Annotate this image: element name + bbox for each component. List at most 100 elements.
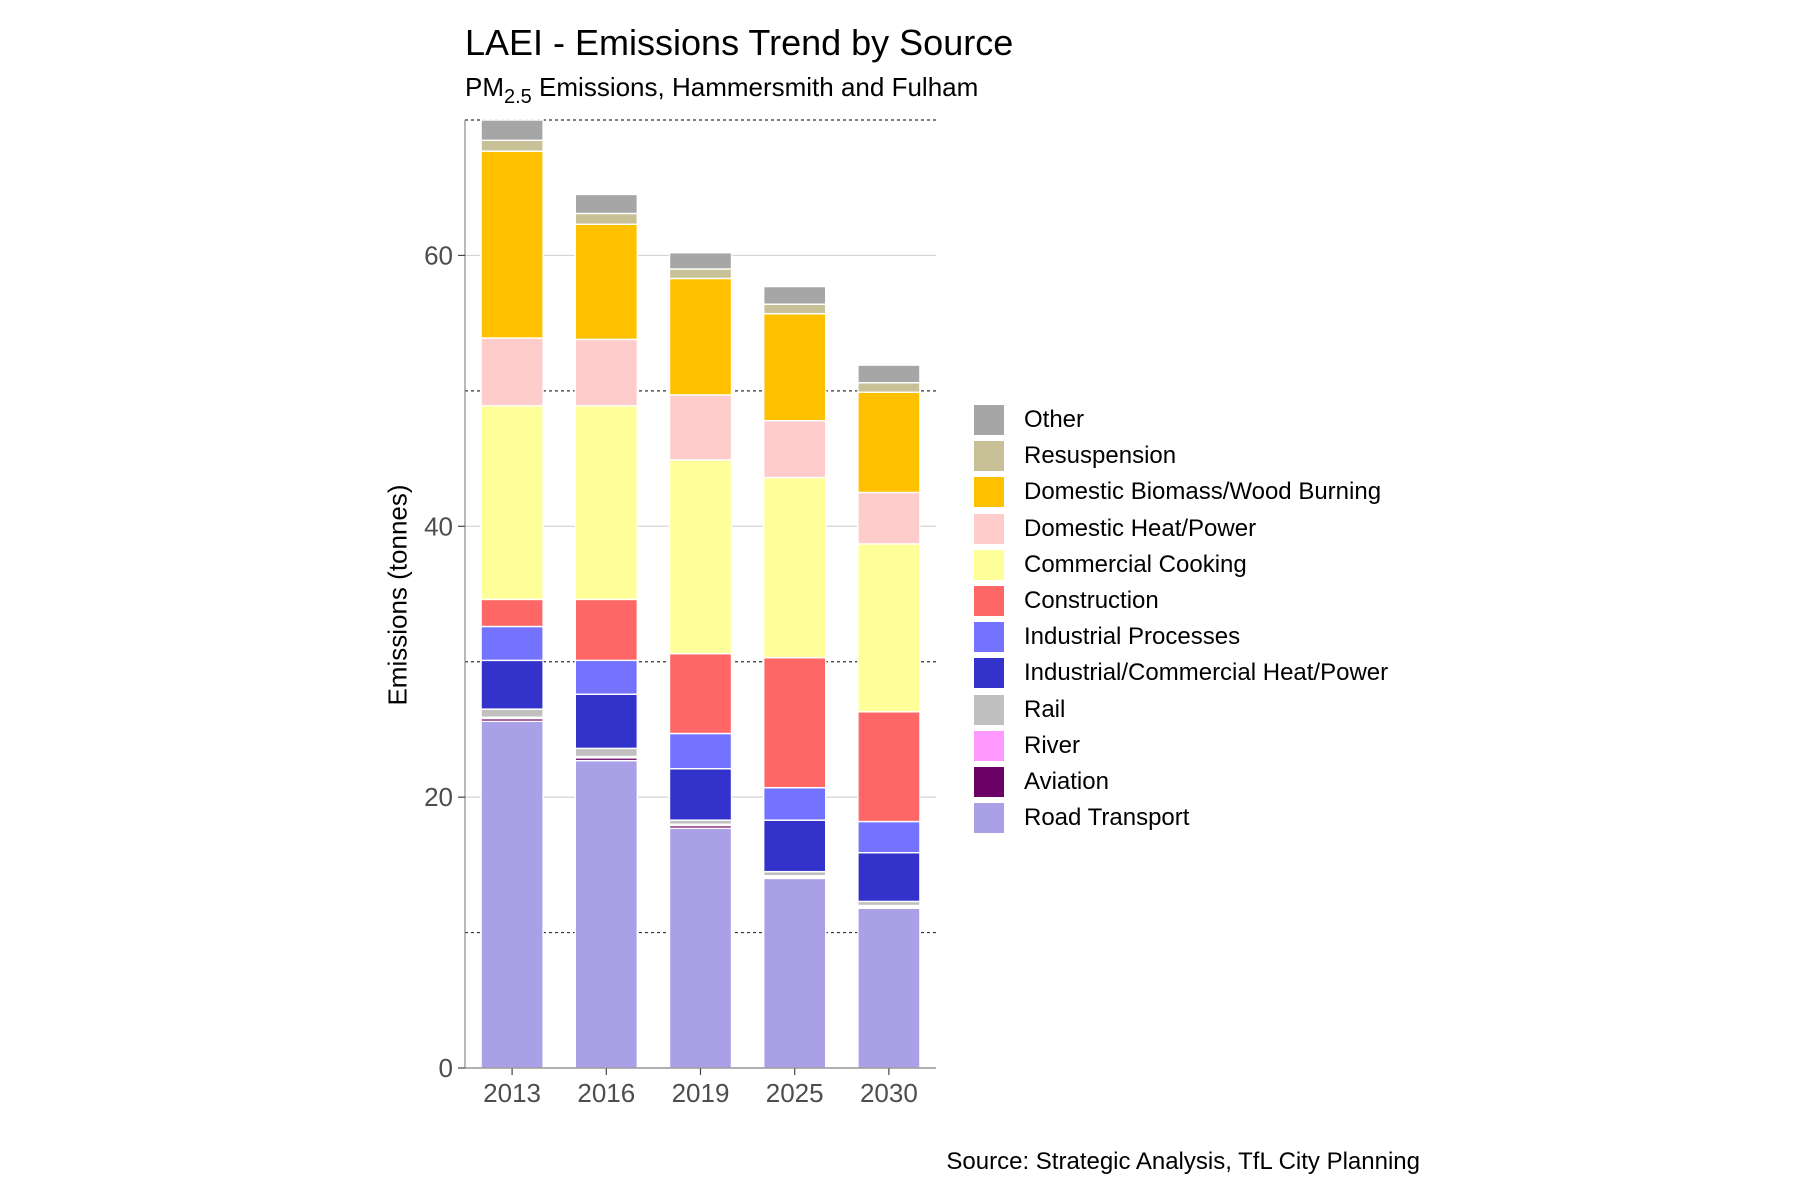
bar-segment-other-2019 bbox=[668, 252, 733, 270]
legend-label: Aviation bbox=[1024, 767, 1109, 795]
bar-segment-road-transport-2016 bbox=[574, 759, 638, 1069]
chart-subtitle: PM2.5 Emissions, Hammersmith and Fulham bbox=[465, 72, 978, 109]
bar-segment-domestic-biomass-wood-burning-2030 bbox=[857, 391, 921, 494]
bar-segment-industrial-processes-2016 bbox=[574, 659, 638, 695]
bar-segment-resuspension-2025 bbox=[763, 303, 827, 315]
bar-segment-commercial-cooking-2013 bbox=[480, 405, 544, 601]
legend-label: Domestic Biomass/Wood Burning bbox=[1024, 478, 1382, 506]
bar-segment-commercial-cooking-2019 bbox=[668, 459, 733, 655]
legend-label: Construction bbox=[1024, 587, 1159, 615]
bar-segment-road-transport-2019 bbox=[668, 827, 733, 1069]
bar-segment-commercial-cooking-2030 bbox=[857, 543, 921, 713]
legend-item-rail: Rail bbox=[974, 692, 1388, 728]
bar-segment-road-transport-2030 bbox=[857, 907, 921, 1069]
legend-label: Industrial Processes bbox=[1024, 623, 1241, 651]
legend-item-road-transport: Road Transport bbox=[974, 800, 1388, 836]
legend: Other Resuspension Domestic Biomass/Wood B… bbox=[974, 402, 1388, 836]
y-tick-label-60: 60 bbox=[424, 240, 453, 270]
legend-item-domestic-biomass-wood-burning: Domestic Biomass/Wood Burning bbox=[974, 474, 1388, 510]
bar-segment-rail-2016 bbox=[574, 747, 638, 758]
legend-label: Other bbox=[1024, 406, 1085, 434]
bar-segment-domestic-heat-power-2019 bbox=[668, 394, 733, 461]
legend-item-river: River bbox=[974, 728, 1388, 764]
bar-segment-domestic-heat-power-2030 bbox=[857, 491, 921, 545]
legend-label: River bbox=[1024, 731, 1081, 759]
bar-segment-construction-2025 bbox=[763, 656, 827, 789]
bar-segment-domestic-biomass-wood-burning-2025 bbox=[763, 312, 827, 422]
bar-segment-resuspension-2016 bbox=[574, 212, 638, 225]
legend-swatch bbox=[974, 694, 1004, 725]
bar-segment-domestic-biomass-wood-burning-2016 bbox=[574, 223, 638, 341]
x-tick-label-2013: 2013 bbox=[483, 1078, 541, 1108]
legend-swatch bbox=[974, 622, 1004, 653]
bar-segment-rail-2013 bbox=[480, 708, 544, 718]
bar-segment-domestic-biomass-wood-burning-2013 bbox=[480, 150, 544, 339]
bar-segment-industrial-processes-2025 bbox=[763, 786, 827, 821]
x-tick-label-2019: 2019 bbox=[672, 1078, 730, 1108]
y-tick-label-20: 20 bbox=[424, 782, 453, 812]
bar-segment-industrial-processes-2030 bbox=[857, 820, 921, 854]
bar-segment-industrial-commercial-heat-power-2019 bbox=[668, 768, 733, 821]
bar-segment-construction-2016 bbox=[574, 598, 638, 662]
bar-segment-other-2016 bbox=[574, 193, 638, 215]
bar-segment-construction-2019 bbox=[668, 652, 733, 735]
bar-segment-resuspension-2019 bbox=[668, 268, 733, 280]
y-tick-label-40: 40 bbox=[424, 511, 453, 541]
legend-swatch bbox=[974, 730, 1004, 761]
bar-segment-road-transport-2025 bbox=[763, 877, 827, 1069]
legend-swatch bbox=[974, 405, 1004, 436]
bar-segment-industrial-processes-2013 bbox=[480, 625, 544, 662]
legend-item-domestic-heat-power: Domestic Heat/Power bbox=[974, 511, 1388, 547]
bar-segment-resuspension-2013 bbox=[480, 139, 544, 152]
x-tick-label-2025: 2025 bbox=[766, 1078, 824, 1108]
subtitle-subscript: 2.5 bbox=[504, 86, 532, 108]
bar-segment-other-2030 bbox=[857, 364, 921, 384]
bar-segment-construction-2030 bbox=[857, 711, 921, 823]
legend-swatch bbox=[974, 477, 1004, 508]
bar-segment-industrial-commercial-heat-power-2025 bbox=[763, 819, 827, 873]
bar-segment-resuspension-2030 bbox=[857, 382, 921, 393]
chart-title: LAEI - Emissions Trend by Source bbox=[465, 22, 1014, 63]
bar-segment-industrial-commercial-heat-power-2016 bbox=[574, 693, 638, 750]
subtitle-rest: Emissions, Hammersmith and Fulham bbox=[531, 72, 979, 102]
bar-segment-industrial-commercial-heat-power-2030 bbox=[857, 851, 921, 903]
bar-segment-construction-2013 bbox=[480, 598, 544, 628]
legend-item-commercial-cooking: Commercial Cooking bbox=[974, 547, 1388, 583]
legend-item-construction: Construction bbox=[974, 583, 1388, 619]
legend-swatch bbox=[974, 513, 1004, 544]
legend-label: Road Transport bbox=[1024, 804, 1190, 832]
bar-segment-commercial-cooking-2025 bbox=[763, 476, 827, 659]
legend-item-industrial-commercial-heat-power: Industrial/Commercial Heat/Power bbox=[974, 655, 1388, 691]
legend-swatch bbox=[974, 766, 1004, 797]
bar-segment-domestic-biomass-wood-burning-2019 bbox=[668, 277, 733, 396]
legend-item-industrial-processes: Industrial Processes bbox=[974, 619, 1388, 655]
bar-segment-domestic-heat-power-2016 bbox=[574, 338, 638, 407]
bar-segment-industrial-processes-2019 bbox=[668, 732, 733, 770]
x-tick-label-2016: 2016 bbox=[577, 1078, 635, 1108]
legend-label: Industrial/Commercial Heat/Power bbox=[1024, 659, 1389, 687]
bar-segment-domestic-heat-power-2025 bbox=[763, 419, 827, 479]
bar-segment-commercial-cooking-2016 bbox=[574, 405, 638, 601]
bar-segment-other-2025 bbox=[763, 285, 827, 305]
legend-item-other: Other bbox=[974, 402, 1388, 438]
subtitle-pollutant: PM bbox=[465, 72, 504, 102]
legend-label: Commercial Cooking bbox=[1024, 550, 1247, 578]
source-caption: Source: Strategic Analysis, TfL City Pla… bbox=[946, 1148, 1420, 1175]
legend-swatch bbox=[974, 441, 1004, 472]
legend-label: Resuspension bbox=[1024, 442, 1177, 470]
legend-swatch bbox=[974, 586, 1004, 617]
x-tick-label-2030: 2030 bbox=[860, 1078, 918, 1108]
legend-item-aviation: Aviation bbox=[974, 764, 1388, 800]
legend-swatch bbox=[974, 658, 1004, 689]
legend-swatch bbox=[974, 803, 1004, 834]
legend-item-resuspension: Resuspension bbox=[974, 438, 1388, 474]
legend-label: Domestic Heat/Power bbox=[1024, 514, 1257, 542]
bar-segment-industrial-commercial-heat-power-2013 bbox=[480, 659, 544, 710]
y-axis-label: Emissions (tonnes) bbox=[382, 484, 413, 706]
legend-label: Rail bbox=[1024, 695, 1066, 723]
bar-segment-road-transport-2013 bbox=[480, 720, 544, 1069]
bar-segment-domestic-heat-power-2013 bbox=[480, 337, 544, 407]
bar-segment-other-2013 bbox=[480, 119, 544, 142]
legend-swatch bbox=[974, 549, 1004, 580]
